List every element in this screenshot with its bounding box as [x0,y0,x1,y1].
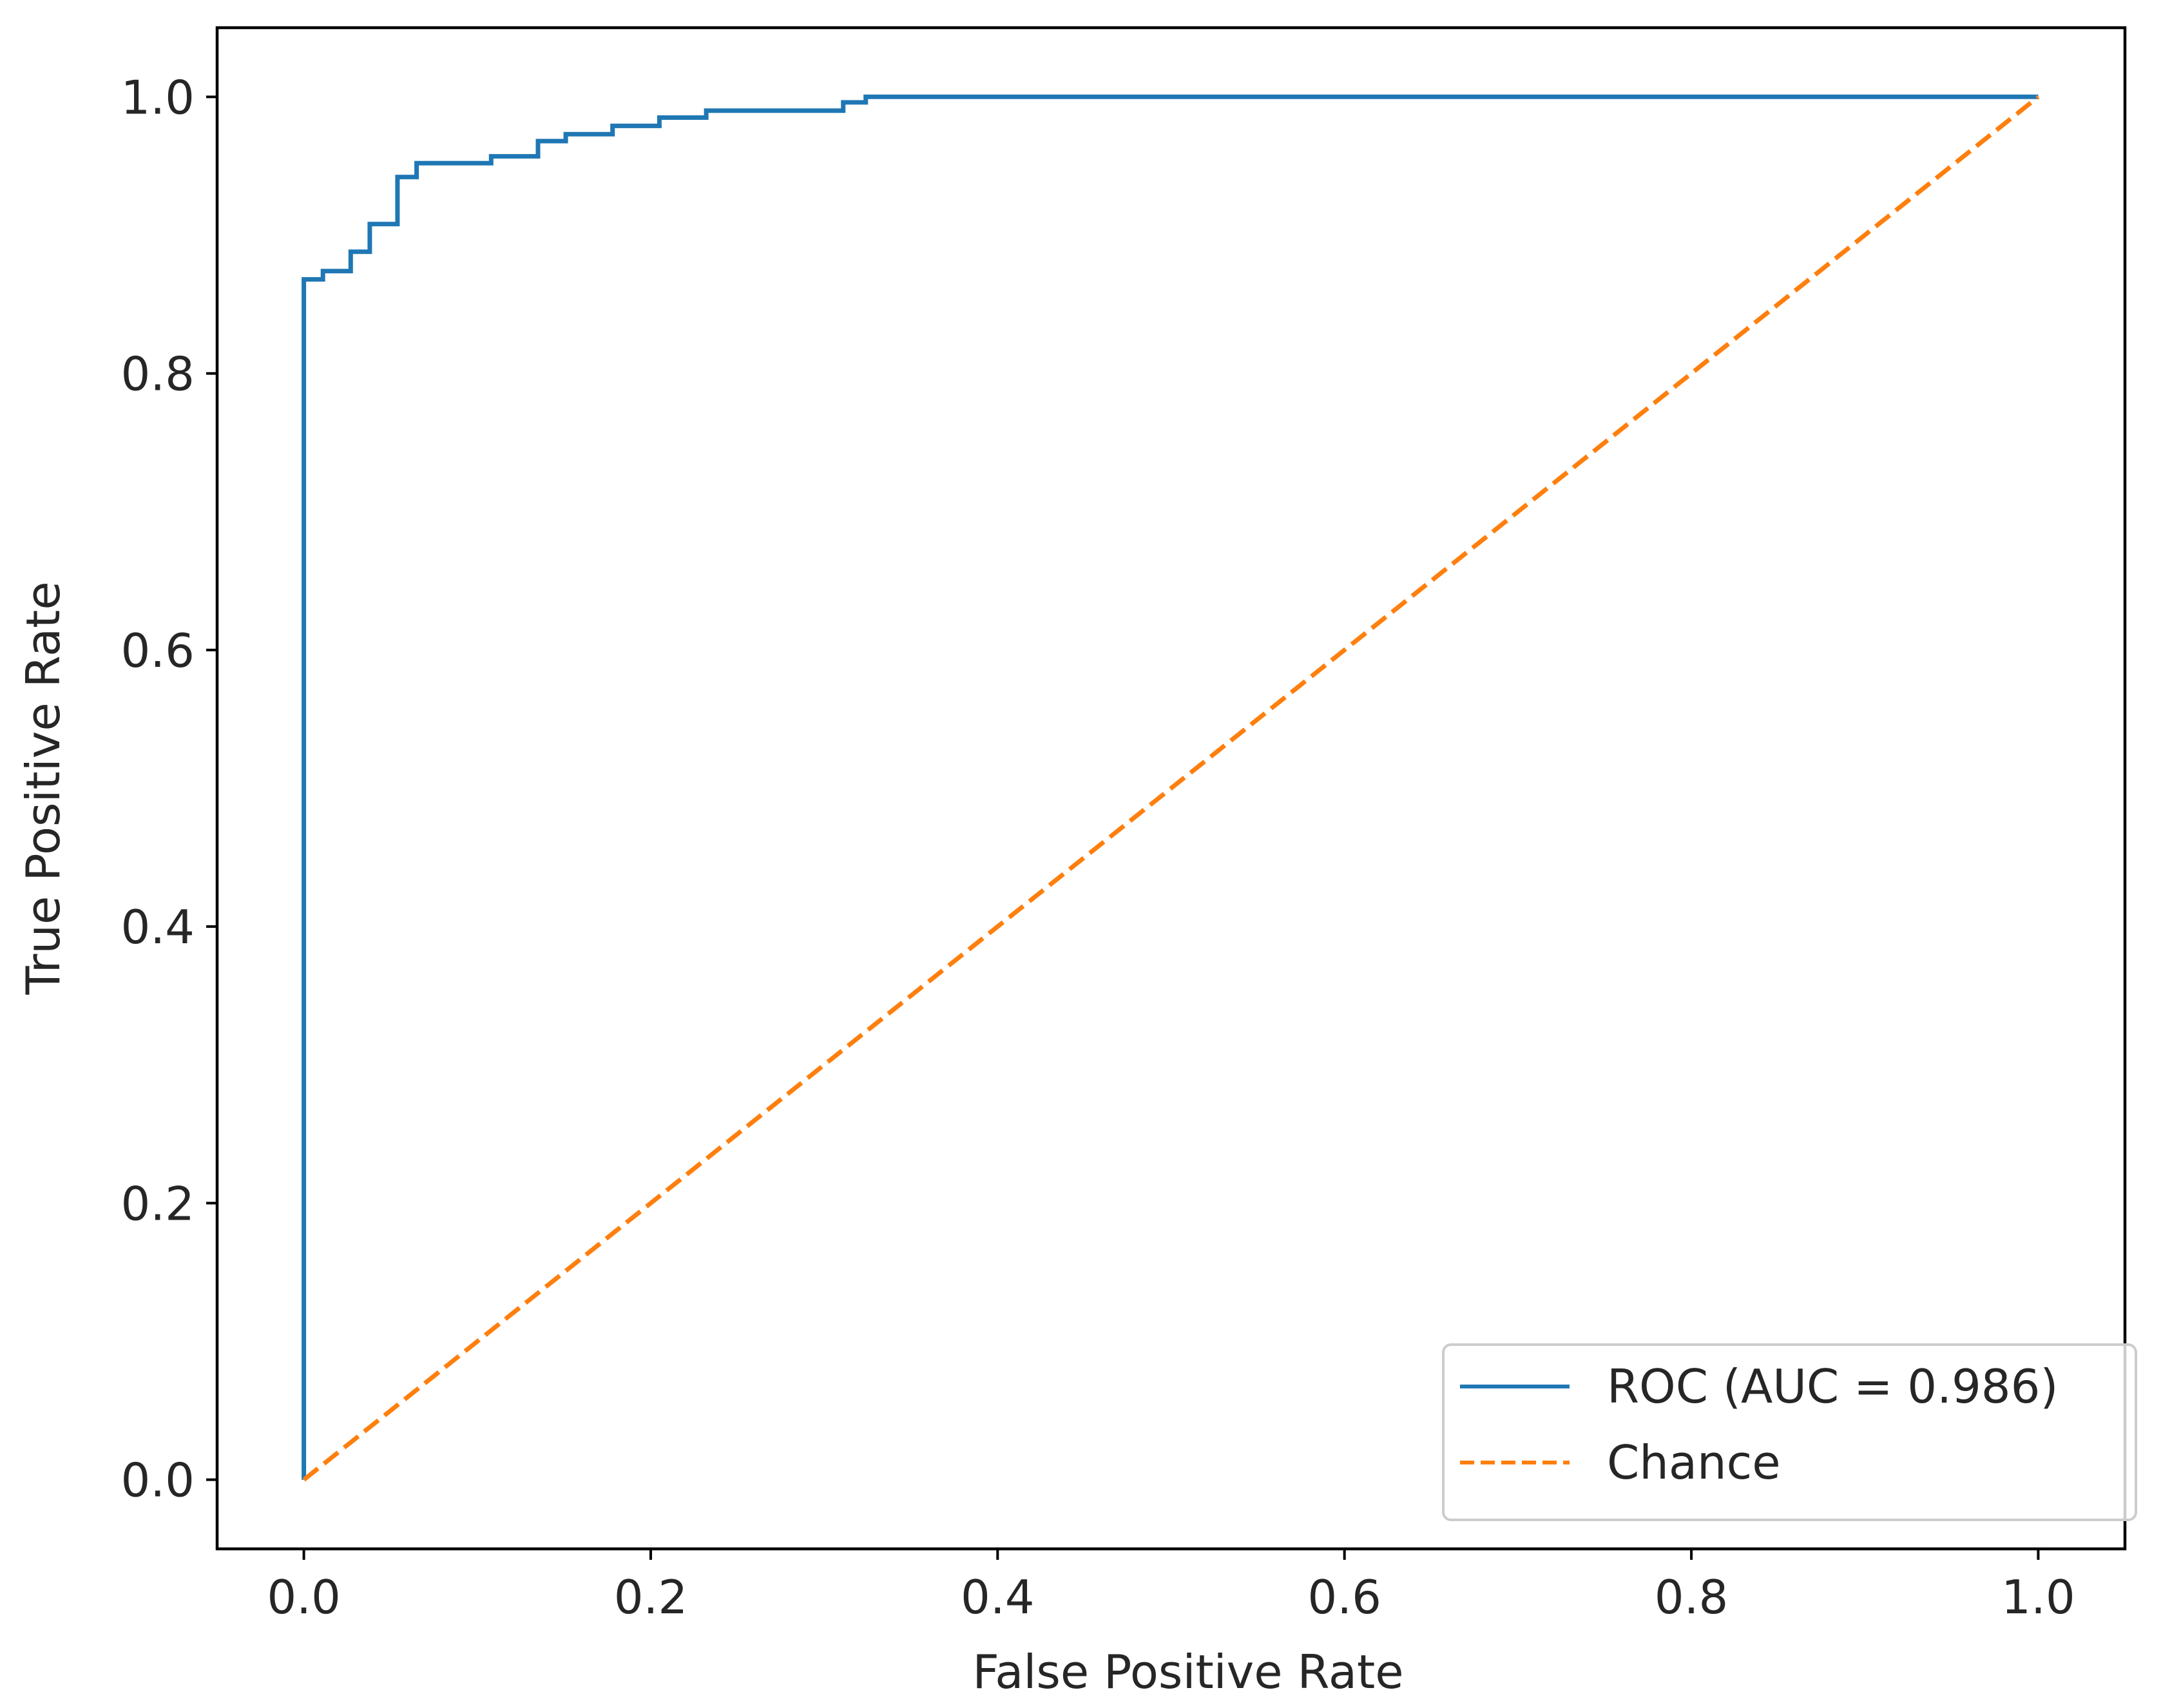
x-tick-label: 1.0 [2001,1570,2075,1624]
x-tick-label: 0.2 [614,1570,688,1624]
x-tick-label: 0.8 [1655,1570,1729,1624]
legend: ROC (AUC = 0.986) Chance [1442,1343,2137,1521]
y-tick-label: 0.6 [120,624,195,678]
x-axis-label: False Positive Rate [972,1645,1403,1699]
legend-chance-label: Chance [1607,1435,1781,1490]
x-tick-label: 0.4 [961,1570,1035,1624]
x-tick-label: 0.0 [267,1570,341,1624]
plot-frame [215,26,2127,1551]
y-tick-label: 1.0 [120,70,195,124]
y-tick-label: 0.4 [120,900,195,954]
series-layer [302,94,2040,1482]
x-tick-label: 0.6 [1307,1570,1381,1624]
y-axis-label: True Positive Rate [16,581,70,995]
legend-roc-label: ROC (AUC = 0.986) [1607,1359,2059,1414]
chance-line [302,95,2040,1482]
legend-box [1442,1343,2137,1521]
y-tick-label: 0.2 [120,1176,195,1231]
y-tick-label: 0.0 [120,1454,195,1508]
y-tick-label: 0.8 [120,347,195,401]
roc-curve-line [302,94,2039,1480]
axis-layer: 0.0 0.2 0.4 0.6 0.8 1.0 0.0 0.2 0.4 0.6 0.8 1.0 [120,70,2075,1624]
